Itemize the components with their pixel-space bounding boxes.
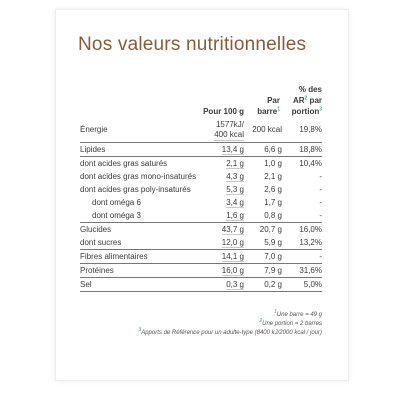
- footnote-ref-2: 2: [304, 95, 308, 102]
- table-row: Protéines 16,0 g 7,9 g 31,6%: [80, 263, 322, 278]
- table-row: Énergie 1577kJ/ 400 kcal 200 kcal 19,8%: [80, 118, 322, 143]
- value-ar-percent: -: [319, 198, 322, 207]
- header-per-bar: Par barre1: [257, 96, 280, 116]
- table-row: Sel 0,3 g 0,2 g 5,0%: [80, 277, 322, 292]
- value-per-bar: 6,6 g: [264, 145, 282, 154]
- value-per-bar: 2,6 g: [264, 185, 282, 194]
- nutrient-label: dont sucres: [80, 238, 122, 247]
- value-per-bar: 7,0 g: [264, 252, 282, 261]
- footnote-1: 1Une barre = 49 g: [274, 309, 322, 319]
- nutrition-card: [56, 10, 348, 380]
- nutrient-label: dont oméga 6: [92, 198, 141, 207]
- footnote-ref-1: 1: [277, 106, 280, 113]
- value-ar-percent: 19,8%: [299, 125, 322, 134]
- value-per-100g: 3,4 g: [226, 197, 244, 208]
- value-ar-percent: -: [319, 211, 322, 220]
- value-per-bar: 2,1 g: [264, 172, 282, 181]
- value-per-100g: 16,0 g: [221, 265, 244, 276]
- header-per-100g: Pour 100 g: [203, 107, 244, 116]
- value-per-100g: 5,3 g: [226, 184, 244, 195]
- value-ar-percent: 18,8%: [299, 145, 322, 154]
- table-row: Lipides 13,4 g 6,6 g 18,8%: [80, 142, 322, 157]
- nutrient-label: Énergie: [80, 125, 108, 134]
- nutrient-label: dont acides gras saturés: [80, 159, 168, 168]
- value-per-100g: 14,1 g: [221, 251, 244, 262]
- table-row: dont acides gras mono-insaturés 4,3 g 2,1 …: [80, 170, 322, 183]
- page-title: Nos valeurs nutritionnelles: [78, 34, 307, 55]
- table-row: Fibres alimentaires 14,1 g 7,0 g -: [80, 249, 322, 264]
- table-row: dont oméga 6 3,4 g 1,7 g -: [80, 196, 322, 209]
- nutrient-label: Sel: [80, 280, 92, 289]
- value-per-bar: 0,8 g: [264, 211, 282, 220]
- value-ar-percent: 13,2%: [299, 238, 322, 247]
- footnote-2: 2Une portion = 2 barres: [259, 318, 322, 328]
- table-row: dont oméga 3 1,6 g 0,8 g -: [80, 209, 322, 223]
- value-per-100g: 4,3 g: [226, 171, 244, 182]
- footnote-3: 3Apports de Référence pour un adulte-typ…: [138, 327, 322, 337]
- value-per-100g: 0,3 g: [226, 279, 244, 290]
- nutrient-label: dont acides gras mono-insaturés: [80, 172, 197, 181]
- value-per-bar: 7,9 g: [264, 266, 282, 275]
- table-row: dont sucres 12,0 g 5,9 g 13,2%: [80, 236, 322, 250]
- table-row: Glucides 43,7 g 20,7 g 16,0%: [80, 223, 322, 237]
- value-per-100g: 1,6 g: [226, 210, 244, 221]
- nutrient-label: dont oméga 3: [92, 211, 141, 220]
- value-per-bar: 1,0 g: [264, 159, 282, 168]
- value-per-100g: 1577kJ/ 400 kcal: [214, 119, 244, 141]
- nutrient-label: Fibres alimentaires: [80, 252, 148, 261]
- nutrient-label: dont acides gras poly-insaturés: [80, 185, 191, 194]
- value-per-bar: 0,2 g: [264, 280, 282, 289]
- header-ar-per-portion: % des AR2 par portion3: [291, 85, 322, 116]
- value-per-bar: 5,9 g: [264, 238, 282, 247]
- value-ar-percent: 31,6%: [299, 266, 322, 275]
- value-ar-percent: 10,4%: [299, 159, 322, 168]
- nutrient-label: Protéines: [80, 266, 114, 275]
- table-row: dont acides gras poly-insaturés 5,3 g 2,6 …: [80, 183, 322, 196]
- value-per-bar: 200 kcal: [252, 125, 282, 134]
- footnote-ref-3: 3: [319, 106, 322, 113]
- table-row: dont acides gras saturés 2,1 g 1,0 g 10,4%: [80, 157, 322, 171]
- value-ar-percent: -: [319, 185, 322, 194]
- value-ar-percent: -: [319, 252, 322, 261]
- value-ar-percent: -: [319, 172, 322, 181]
- value-per-100g: 2,1 g: [226, 158, 244, 169]
- nutrition-table: Énergie 1577kJ/ 400 kcal 200 kcal 19,8% Lipi…: [80, 118, 322, 292]
- value-per-100g: 12,0 g: [221, 237, 244, 248]
- value-per-100g: 43,7 g: [221, 224, 244, 235]
- value-ar-percent: 16,0%: [299, 225, 322, 234]
- value-ar-percent: 5,0%: [303, 280, 322, 289]
- value-per-bar: 1,7 g: [264, 198, 282, 207]
- nutrient-label: Glucides: [80, 225, 112, 234]
- value-per-bar: 20,7 g: [259, 225, 282, 234]
- value-per-100g: 13,4 g: [221, 144, 244, 155]
- nutrient-label: Lipides: [80, 145, 106, 154]
